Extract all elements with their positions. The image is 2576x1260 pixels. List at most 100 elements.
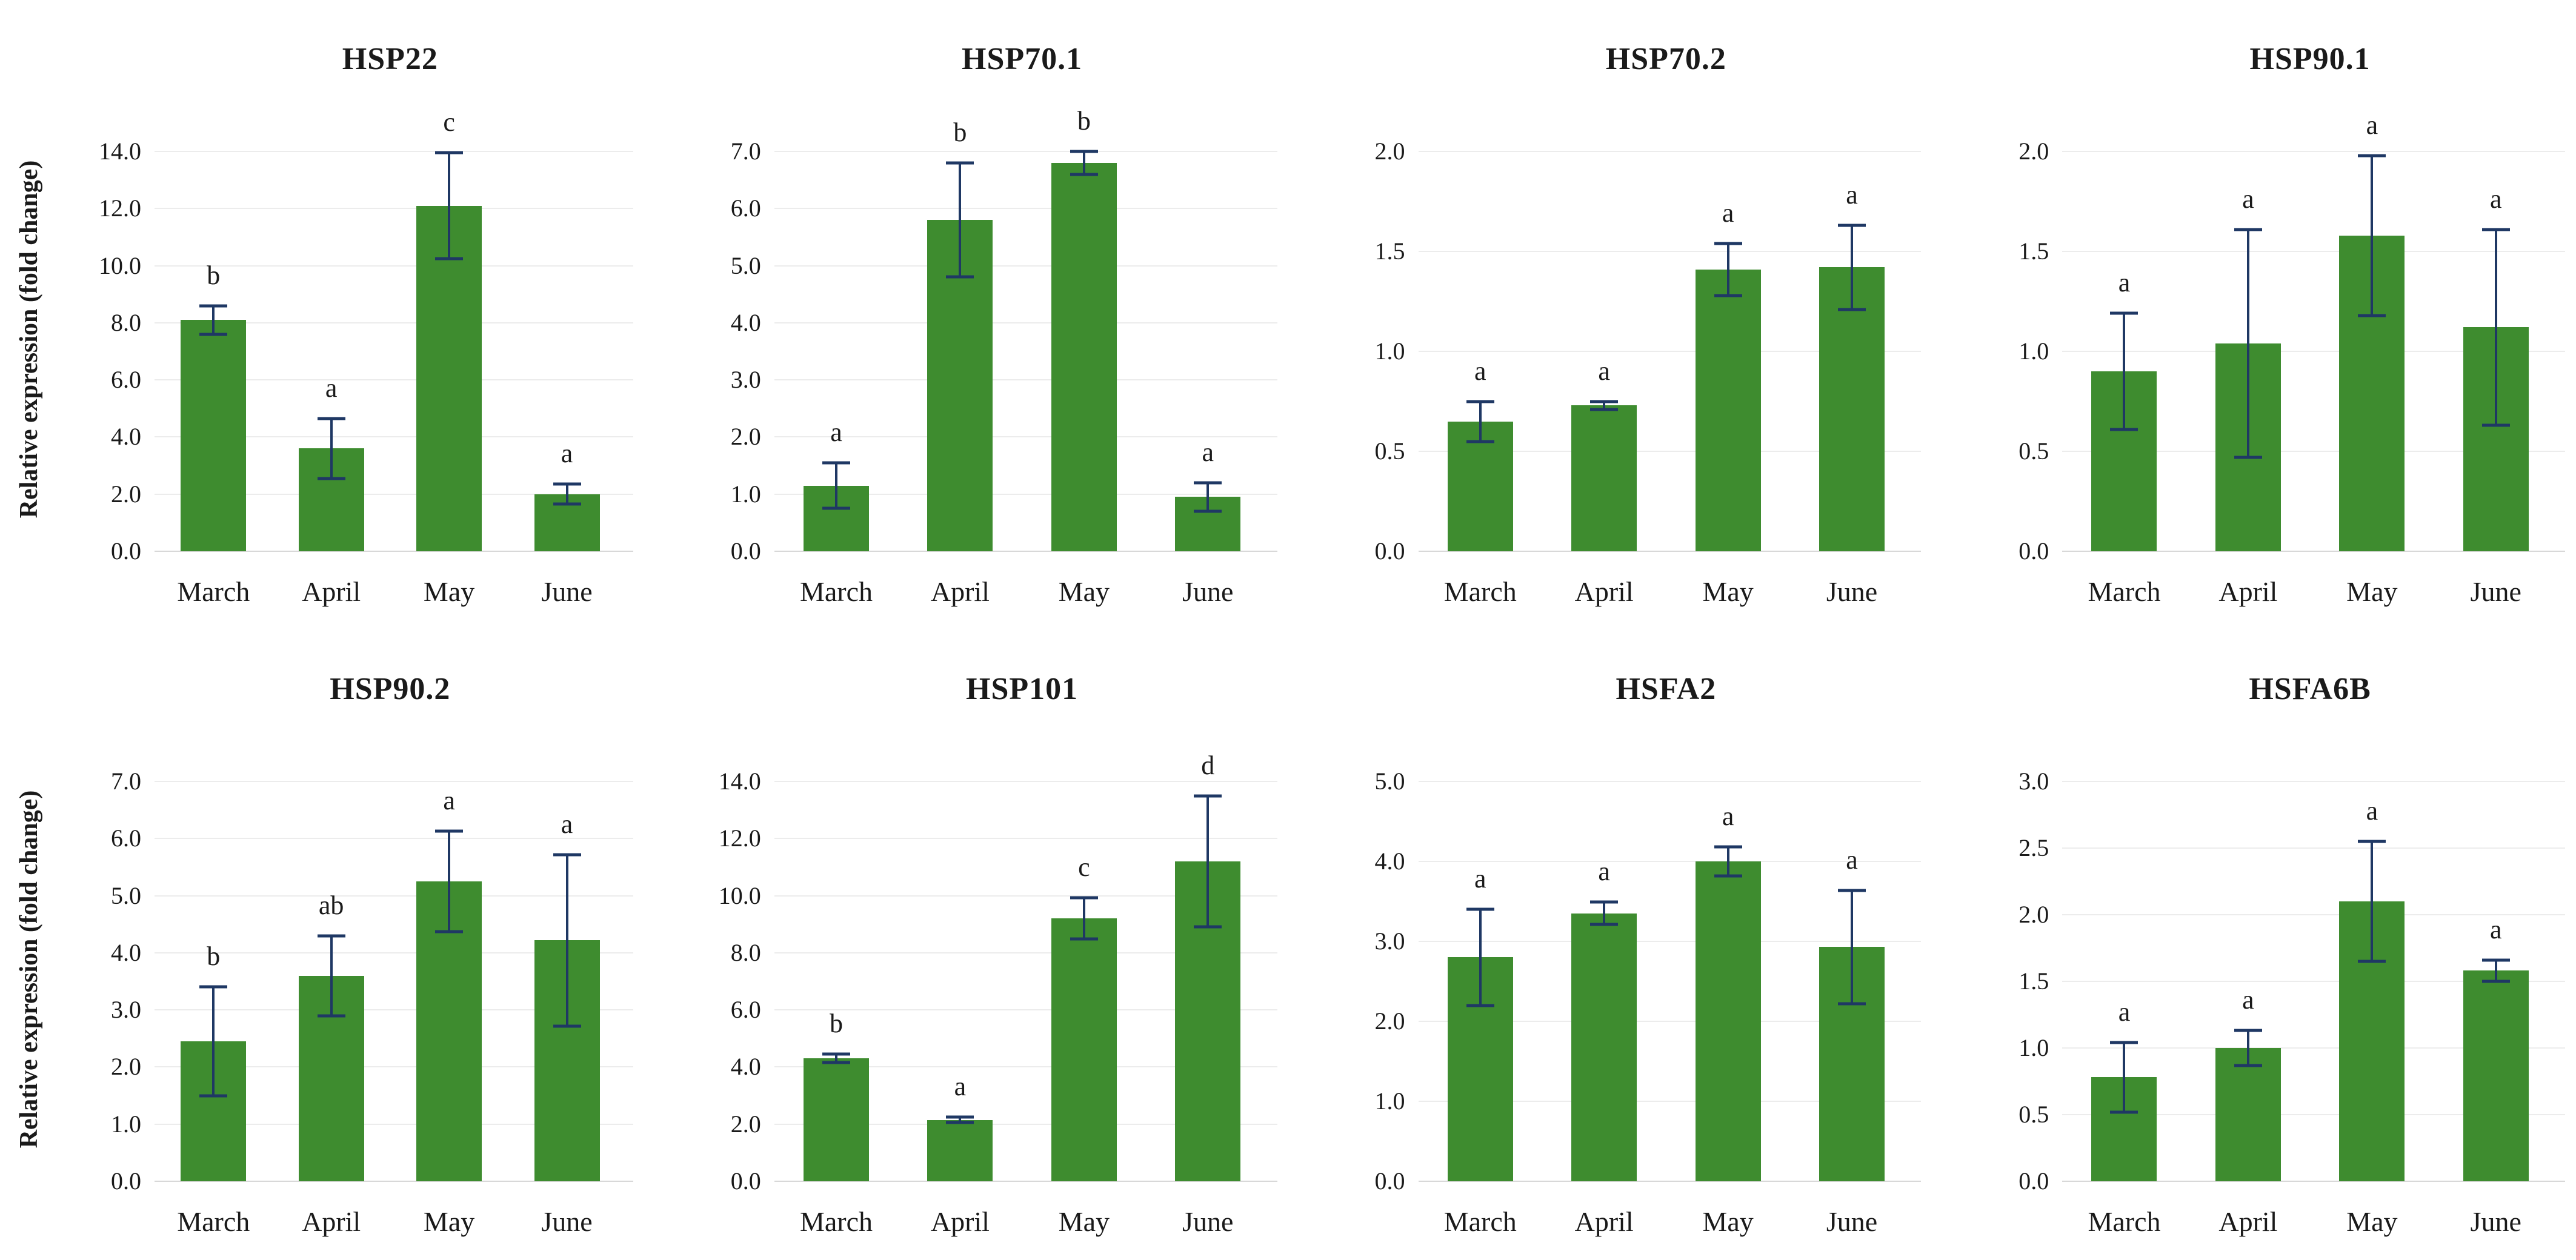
bar-slot: a (508, 781, 625, 1181)
bar (803, 1058, 869, 1181)
y-axis-tick-label: 1.5 (2019, 967, 2049, 995)
bar (416, 205, 482, 551)
x-axis-label: April (302, 1206, 361, 1237)
gridline (1418, 861, 1922, 862)
error-bar (834, 462, 837, 509)
bar-slot: b (774, 781, 898, 1181)
bar-slot: a (1419, 151, 1542, 551)
y-axis-tick-label: 2.0 (1374, 1007, 1405, 1035)
gridline (2062, 151, 2565, 152)
y-axis-tick-label: 0.0 (111, 1167, 141, 1195)
error-bar-cap-bottom (822, 1061, 850, 1064)
error-bar-cap-bottom (553, 1024, 581, 1028)
gridline (774, 1009, 1277, 1011)
gridline (155, 436, 633, 438)
x-axis-baseline (774, 551, 1277, 552)
error-bar-cap-top (822, 1052, 850, 1056)
bar-slot: a (2434, 781, 2558, 1181)
error-bar-cap-top (1194, 481, 1222, 485)
error-bar (2123, 1043, 2126, 1112)
error-bar (1206, 795, 1210, 927)
error-bar-cap-bottom (553, 502, 581, 506)
x-axis-label: June (1826, 576, 1878, 607)
x-axis-label: June (2470, 576, 2521, 607)
bar (2215, 1048, 2281, 1181)
error-bar-cap-bottom (2110, 428, 2138, 431)
gridline (1418, 351, 1922, 352)
error-bar-cap-top (2481, 228, 2510, 231)
x-axis-label: May (2346, 576, 2398, 607)
x-axis-label: March (799, 576, 873, 607)
x-axis-label: May (1058, 576, 1110, 607)
x-axis-label: June (1826, 1206, 1878, 1237)
error-bar (2371, 841, 2374, 961)
error-bar-cap-top (946, 1115, 974, 1119)
gridline (1418, 1101, 1922, 1102)
y-axis: 0.0 0.5 1.0 1.5 2.0 (1962, 139, 2062, 563)
error-bar (1851, 890, 1854, 1004)
y-axis-title: Relative expression (fold change) (15, 790, 43, 1149)
error-bar-cap-top (2110, 311, 2138, 315)
error-bar (1603, 401, 1606, 409)
x-axis-baseline (155, 551, 633, 552)
bar-slot: a (2186, 781, 2310, 1181)
bar (2463, 970, 2529, 1181)
error-bar (2246, 229, 2249, 457)
error-bar-cap-top (553, 482, 581, 486)
y-axis-tick-label: 6.0 (111, 824, 141, 852)
chart-hsp101: HSP101 0.0 2.0 4.0 6.0 8.0 10.0 12.0 14.0 b a c d Mar… (644, 630, 1288, 1260)
significance-letter: a (2118, 268, 2131, 298)
chart-title: HSFA2 (1616, 672, 1717, 706)
chart-title: HSP70.2 (1605, 42, 1726, 76)
gridline (2062, 1047, 2565, 1049)
error-bar-cap-bottom (946, 1121, 974, 1124)
bar-slot: a (1542, 151, 1666, 551)
chart-hsp70.2: HSP70.2 0.0 0.5 1.0 1.5 2.0 a a a a March April May J… (1288, 0, 1932, 630)
significance-letter: d (1201, 750, 1215, 780)
significance-letter: a (2118, 997, 2131, 1027)
error-bar-cap-bottom (2234, 456, 2262, 459)
error-bar-cap-bottom (1590, 923, 1619, 926)
chart-title: HSP101 (966, 672, 1079, 706)
x-axis-label: April (2218, 576, 2278, 607)
significance-letter: a (1846, 844, 1858, 875)
y-axis-tick-label: 1.0 (1374, 337, 1405, 365)
bar (1695, 861, 1761, 1181)
y-axis-tick-label: 0.0 (111, 537, 141, 565)
y-axis-tick-label: 14.0 (718, 768, 761, 795)
bar-slot: a (898, 781, 1022, 1181)
gridline (155, 493, 633, 495)
significance-letter: a (830, 417, 842, 447)
x-axis-label: March (177, 576, 250, 607)
y-axis-tick-label: 2.5 (2019, 834, 2049, 861)
error-bar-cap-top (1070, 150, 1098, 153)
error-bar (1851, 225, 1854, 310)
significance-letter: ab (318, 890, 344, 920)
significance-letter: a (1202, 437, 1214, 467)
error-bar-cap-top (822, 461, 850, 465)
error-bar (959, 162, 962, 277)
bar-slot: a (2310, 111, 2434, 551)
y-axis-tick-label: 6.0 (111, 366, 141, 394)
error-bar-cap-bottom (2358, 960, 2386, 963)
error-bar-cap-bottom (317, 477, 345, 480)
error-bar-cap-top (317, 934, 345, 938)
error-bar-cap-bottom (2481, 980, 2510, 983)
gridline (2062, 981, 2565, 982)
chart-title: HSP90.1 (2249, 42, 2371, 76)
x-axis: March April May June (774, 1181, 1270, 1260)
y-axis: 0.0 1.0 2.0 3.0 4.0 5.0 6.0 7.0 (55, 769, 155, 1193)
significance-letter: b (953, 117, 967, 147)
y-axis-tick-label: 3.0 (111, 996, 141, 1024)
x-axis-label: June (541, 1206, 593, 1237)
x-axis-label: April (1574, 576, 1634, 607)
y-axis-tick-label: 5.0 (111, 881, 141, 909)
significance-letter: c (1078, 852, 1090, 883)
x-axis-label: May (1058, 1206, 1110, 1237)
x-axis: March April May June (1419, 1181, 1914, 1260)
error-bar-cap-top (1590, 900, 1619, 904)
significance-letter: a (2366, 110, 2378, 140)
error-bar-cap-bottom (1714, 874, 1742, 878)
gridline (774, 379, 1277, 381)
